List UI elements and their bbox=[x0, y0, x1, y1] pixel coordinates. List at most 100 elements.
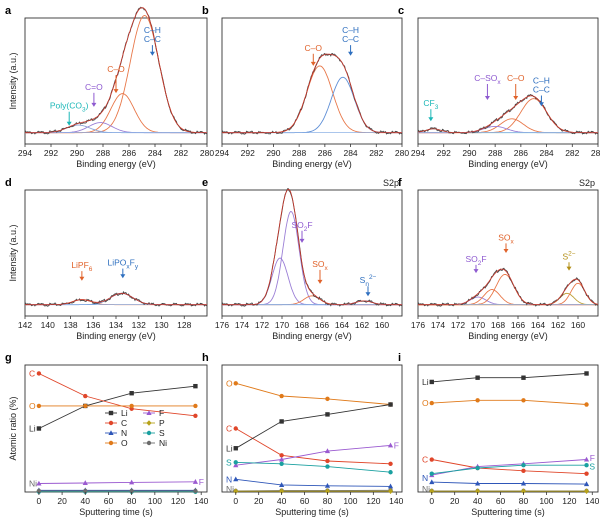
x-tick-label: 100 bbox=[343, 496, 357, 506]
peak-annotation: C–H bbox=[342, 25, 359, 35]
peak-annotation: C–O bbox=[107, 64, 125, 74]
data-point bbox=[129, 488, 134, 494]
plot-frame bbox=[417, 189, 599, 317]
x-tick-label: 294 bbox=[18, 148, 32, 158]
x-tick-label: 138 bbox=[63, 320, 77, 330]
data-point bbox=[324, 482, 331, 488]
fitted-envelope bbox=[417, 95, 598, 134]
data-point bbox=[520, 488, 527, 494]
data-point bbox=[36, 488, 42, 494]
plot-frame bbox=[417, 364, 599, 493]
x-tick-label: 20 bbox=[57, 496, 67, 506]
data-point bbox=[325, 396, 330, 402]
legend-label: P bbox=[159, 418, 165, 428]
annotation-arrowhead bbox=[66, 121, 72, 126]
x-tick-label: 280 bbox=[591, 148, 600, 158]
data-point bbox=[475, 488, 481, 494]
series-line bbox=[235, 404, 391, 449]
series-line bbox=[38, 385, 196, 429]
data-point bbox=[279, 456, 285, 462]
x-axis-label: Binding energy (eV) bbox=[272, 159, 352, 169]
x-tick-label: 0 bbox=[233, 496, 238, 506]
annotation-arrowhead bbox=[310, 61, 316, 66]
x-tick-label: 176 bbox=[411, 320, 425, 330]
fitted-envelope bbox=[25, 292, 207, 306]
x-tick-label: 294 bbox=[411, 148, 425, 158]
annotation-arrowhead bbox=[566, 266, 572, 271]
annotation-arrowhead bbox=[365, 292, 371, 297]
data-point bbox=[233, 462, 239, 468]
x-tick-label: 120 bbox=[171, 496, 185, 506]
annotation-arrowhead bbox=[149, 51, 155, 56]
data-point bbox=[388, 402, 393, 407]
x-tick-label: 0 bbox=[429, 496, 434, 506]
x-tick-label: 130 bbox=[154, 320, 168, 330]
data-point bbox=[521, 398, 526, 403]
series-label: N bbox=[422, 473, 428, 483]
x-tick-label: 164 bbox=[335, 320, 349, 330]
spectrum-tag: S2p bbox=[383, 178, 399, 188]
legend-label: Li bbox=[121, 408, 128, 418]
x-tick-label: 288 bbox=[292, 148, 306, 158]
component-peak bbox=[222, 76, 402, 134]
data-point bbox=[108, 410, 114, 416]
data-point bbox=[129, 479, 135, 485]
x-tick-label: 140 bbox=[389, 496, 403, 506]
x-tick-label: 284 bbox=[148, 148, 162, 158]
plot-frame bbox=[221, 189, 403, 317]
x-tick-label: 100 bbox=[148, 496, 162, 506]
annotation-arrowhead bbox=[484, 96, 490, 100]
x-tick-label: 286 bbox=[122, 148, 136, 158]
x-tick-label: 170 bbox=[275, 320, 289, 330]
x-tick-label: 162 bbox=[551, 320, 565, 330]
series-label: S bbox=[226, 457, 232, 467]
data-point bbox=[193, 488, 198, 494]
panel-letter: a bbox=[5, 5, 12, 17]
data-point bbox=[324, 488, 331, 494]
data-point bbox=[429, 379, 434, 385]
series-label: Ni bbox=[226, 484, 234, 494]
data-point bbox=[429, 488, 435, 494]
data-point bbox=[233, 381, 238, 386]
data-point bbox=[193, 403, 198, 409]
data-point bbox=[36, 403, 42, 409]
x-tick-label: 20 bbox=[450, 496, 460, 506]
x-tick-label: 280 bbox=[395, 148, 409, 158]
peak-annotation: Sn2− bbox=[360, 274, 377, 288]
data-point bbox=[521, 468, 526, 474]
series-line bbox=[235, 478, 391, 487]
series-label: S bbox=[589, 462, 595, 472]
annotation-arrowhead bbox=[317, 279, 323, 284]
x-tick-label: 292 bbox=[437, 148, 451, 158]
data-point bbox=[475, 375, 480, 380]
x-tick-label: 170 bbox=[471, 320, 485, 330]
series-label: C bbox=[226, 424, 232, 434]
x-tick-label: 172 bbox=[255, 320, 269, 330]
data-point bbox=[387, 442, 394, 448]
annotation-arrowhead bbox=[299, 238, 305, 243]
series-label: Ni bbox=[29, 479, 37, 489]
x-tick-label: 60 bbox=[496, 496, 506, 506]
x-tick-label: 286 bbox=[514, 148, 528, 158]
annotation-arrowhead bbox=[113, 89, 119, 94]
data-point bbox=[146, 420, 152, 426]
series-label: Li bbox=[29, 424, 36, 434]
data-point bbox=[233, 446, 238, 451]
x-tick-label: 288 bbox=[488, 148, 502, 158]
x-tick-label: 140 bbox=[585, 496, 599, 506]
annotation-arrowhead bbox=[79, 276, 85, 281]
data-point bbox=[279, 393, 284, 399]
x-tick-label: 288 bbox=[96, 148, 110, 158]
x-tick-label: 290 bbox=[462, 148, 476, 158]
x-tick-label: 160 bbox=[375, 320, 389, 330]
data-point bbox=[279, 488, 285, 494]
data-point bbox=[429, 479, 435, 485]
panel-letter: h bbox=[202, 352, 209, 364]
x-tick-label: 60 bbox=[300, 496, 310, 506]
x-tick-label: 80 bbox=[323, 496, 333, 506]
plot-frame bbox=[221, 17, 403, 145]
series-line bbox=[431, 481, 587, 485]
x-tick-label: 172 bbox=[451, 320, 465, 330]
x-axis-label: Sputtering time (s) bbox=[471, 507, 545, 517]
plot-frame bbox=[221, 364, 403, 493]
